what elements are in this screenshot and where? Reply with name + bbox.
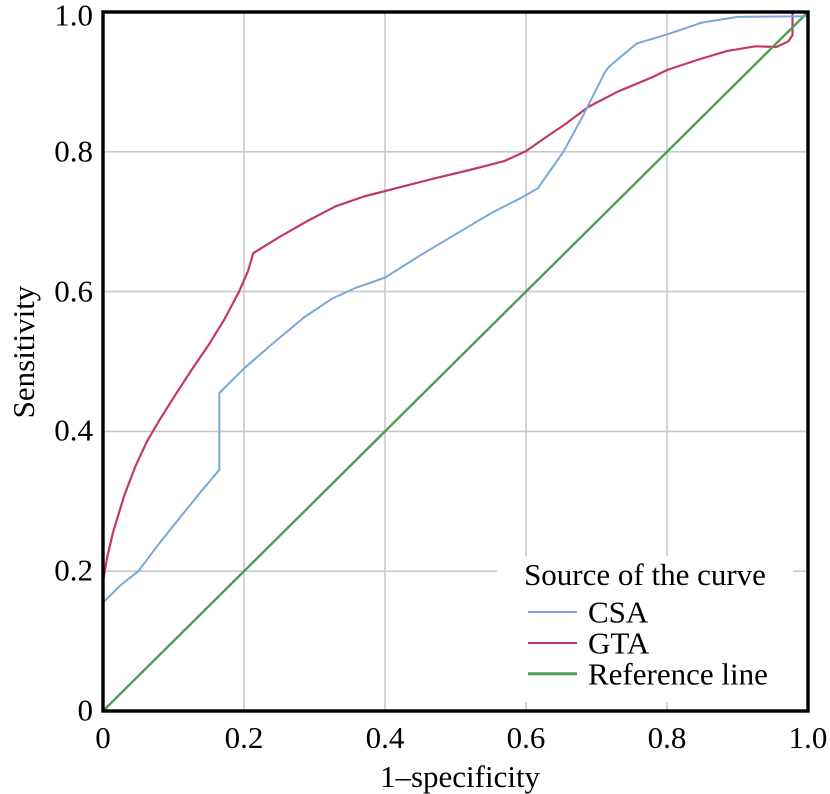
y-tick-label: 0	[77, 692, 94, 728]
curve-reference-line	[101, 10, 810, 713]
y-tick-label: 0.8	[54, 133, 93, 169]
legend-item-csa: CSA	[497, 596, 793, 627]
x-tick-label: 0.6	[506, 720, 546, 755]
legend-item-label: GTA	[588, 625, 650, 660]
y-tick-label: 1.0	[54, 0, 93, 33]
curve-gta	[101, 10, 810, 713]
legend-items: CSA GTA Reference line	[497, 596, 793, 689]
x-tick-label: 1.0	[788, 720, 828, 755]
x-axis-title: 1–specificity	[379, 759, 541, 794]
curve-csa	[102, 11, 809, 604]
x-tick-label: 0	[95, 720, 111, 755]
y-tick-label: 0.4	[54, 413, 93, 449]
x-tick-label: 0.2	[224, 720, 264, 755]
legend-swatch	[528, 641, 577, 644]
legend-item-label: Reference line	[588, 656, 768, 691]
legend-swatch	[528, 671, 577, 676]
y-tick-label: 0.2	[54, 552, 93, 588]
legend-item-reference-line: Reference line	[497, 658, 793, 689]
x-tick-label: 0.4	[365, 720, 405, 755]
y-axis-title: Sensitivity	[6, 285, 41, 419]
legend-title: Source of the curve	[524, 557, 766, 592]
x-tick-label: 0.8	[647, 720, 687, 755]
legend-item-gta: GTA	[497, 627, 793, 658]
y-tick-label: 0.6	[54, 273, 93, 309]
legend: Source of the curve CSA GTA Reference line	[497, 556, 793, 702]
legend-swatch	[528, 610, 577, 613]
plot-frame	[101, 10, 810, 713]
legend-item-label: CSA	[588, 594, 649, 629]
